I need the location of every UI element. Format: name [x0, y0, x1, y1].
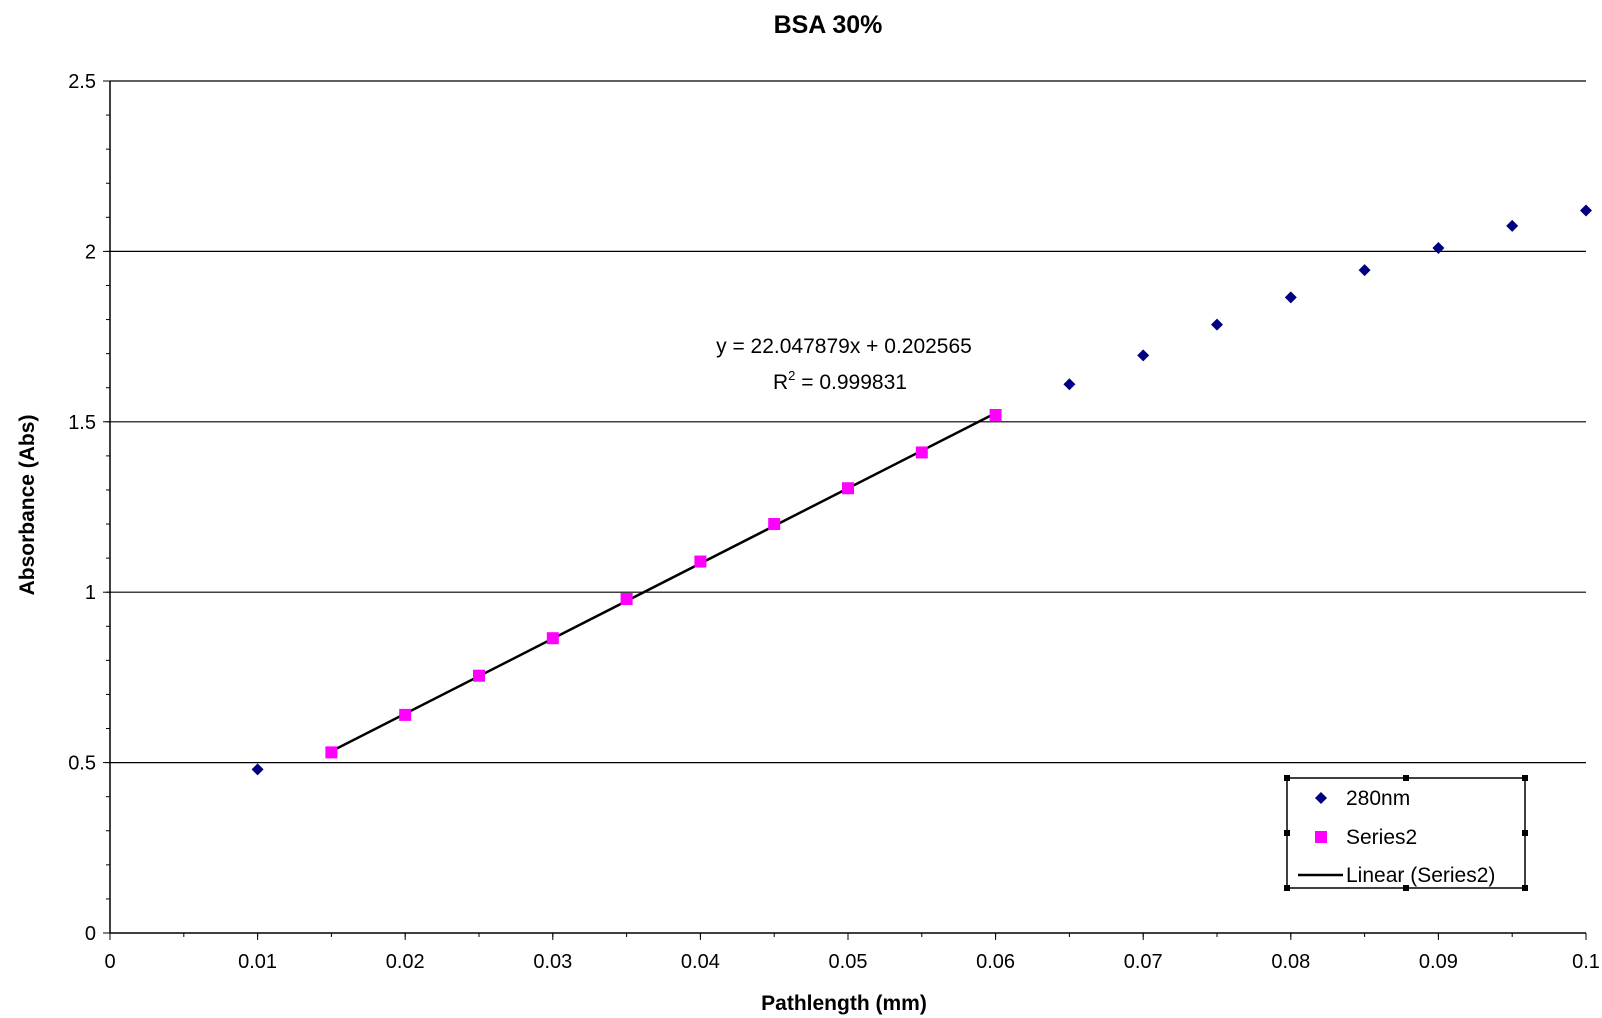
point-series2 [915, 446, 928, 459]
legend-label-series2: Series2 [1346, 826, 1417, 849]
point-series2 [768, 518, 781, 531]
legend-handle-bottom-middle[interactable] [1403, 885, 1409, 891]
point-280nm [1580, 204, 1592, 217]
point-series2 [694, 555, 707, 568]
point-series2 [620, 593, 633, 606]
legend-handle-bottom-left[interactable] [1284, 885, 1290, 891]
point-series2 [399, 708, 412, 721]
legend-label-280nm: 280nm [1346, 787, 1410, 810]
legend-label-linear-series2: Linear (Series2) [1346, 864, 1495, 887]
y-tick-label: 0 [85, 923, 96, 945]
legend[interactable]: 280nm Series2 Linear (Series2) [1284, 775, 1528, 891]
trendline-linear-series2 [330, 412, 997, 753]
trendline-group [330, 412, 997, 753]
x-tick-label: 0.1 [1572, 951, 1600, 973]
y-tick-label: 1 [85, 582, 96, 604]
legend-selection-handles[interactable] [1284, 775, 1528, 891]
trendline-equation: y = 22.047879x + 0.202565 R2 = 0.999831 [716, 335, 972, 394]
point-series2 [989, 408, 1002, 421]
r2-prefix: R [773, 371, 788, 394]
point-280nm [1137, 349, 1150, 362]
point-280nm [1506, 219, 1519, 232]
point-series2 [325, 746, 338, 759]
y-tick-label: 0.5 [68, 753, 96, 775]
x-tick-label: 0.02 [386, 951, 425, 973]
legend-handle-middle-left[interactable] [1284, 830, 1290, 836]
point-280nm [1211, 318, 1223, 331]
chart-title: BSA 30% [774, 11, 883, 39]
x-axis-title: Pathlength (mm) [761, 992, 927, 1015]
x-tick-label: 0.08 [1271, 951, 1310, 973]
x-tick-label: 0.07 [1124, 951, 1163, 973]
x-tick-label: 0.05 [829, 951, 868, 973]
trendline-r2-text: R2 = 0.999831 [773, 368, 907, 394]
series-series2 [325, 408, 1002, 759]
point-series2 [546, 632, 559, 645]
point-280nm [1358, 264, 1371, 277]
point-series2 [473, 669, 485, 682]
gridlines [110, 80, 1586, 764]
legend-handle-middle-right[interactable] [1522, 830, 1528, 836]
r2-value: = 0.999831 [795, 371, 907, 394]
x-tick-label: 0.04 [681, 951, 720, 973]
x-tick-label: 0.06 [976, 951, 1015, 973]
point-series2 [842, 482, 854, 495]
x-tick-label: 0.03 [533, 951, 572, 973]
point-280nm [1284, 291, 1297, 304]
axes [103, 80, 1587, 940]
y-tick-labels: 0 0.5 1 1.5 2 2.5 [68, 71, 96, 945]
trendline-equation-text: y = 22.047879x + 0.202565 [716, 335, 972, 358]
y-tick-label: 2 [85, 241, 96, 263]
x-tick-label: 0 [104, 951, 115, 973]
x-tick-label: 0.09 [1419, 951, 1458, 973]
legend-handle-bottom-right[interactable] [1522, 885, 1528, 891]
point-280nm [251, 763, 264, 776]
x-tick-label: 0.01 [238, 951, 277, 973]
y-axis-title: Absorbance (Abs) [16, 415, 39, 596]
y-tick-label: 1.5 [68, 412, 96, 434]
y-tick-label: 2.5 [68, 71, 96, 93]
legend-handle-top-middle[interactable] [1403, 775, 1409, 781]
legend-square-marker [1315, 831, 1327, 843]
legend-handle-top-left[interactable] [1284, 775, 1290, 781]
point-280nm [1432, 241, 1445, 254]
legend-diamond-marker [1315, 792, 1327, 804]
legend-handle-top-right[interactable] [1522, 775, 1528, 781]
r2-superscript: 2 [788, 368, 795, 383]
x-tick-labels: 0 0.01 0.02 0.03 0.04 0.05 0.06 0.07 0.08 0.09 0.1 [104, 951, 1599, 973]
point-280nm [1063, 378, 1076, 391]
